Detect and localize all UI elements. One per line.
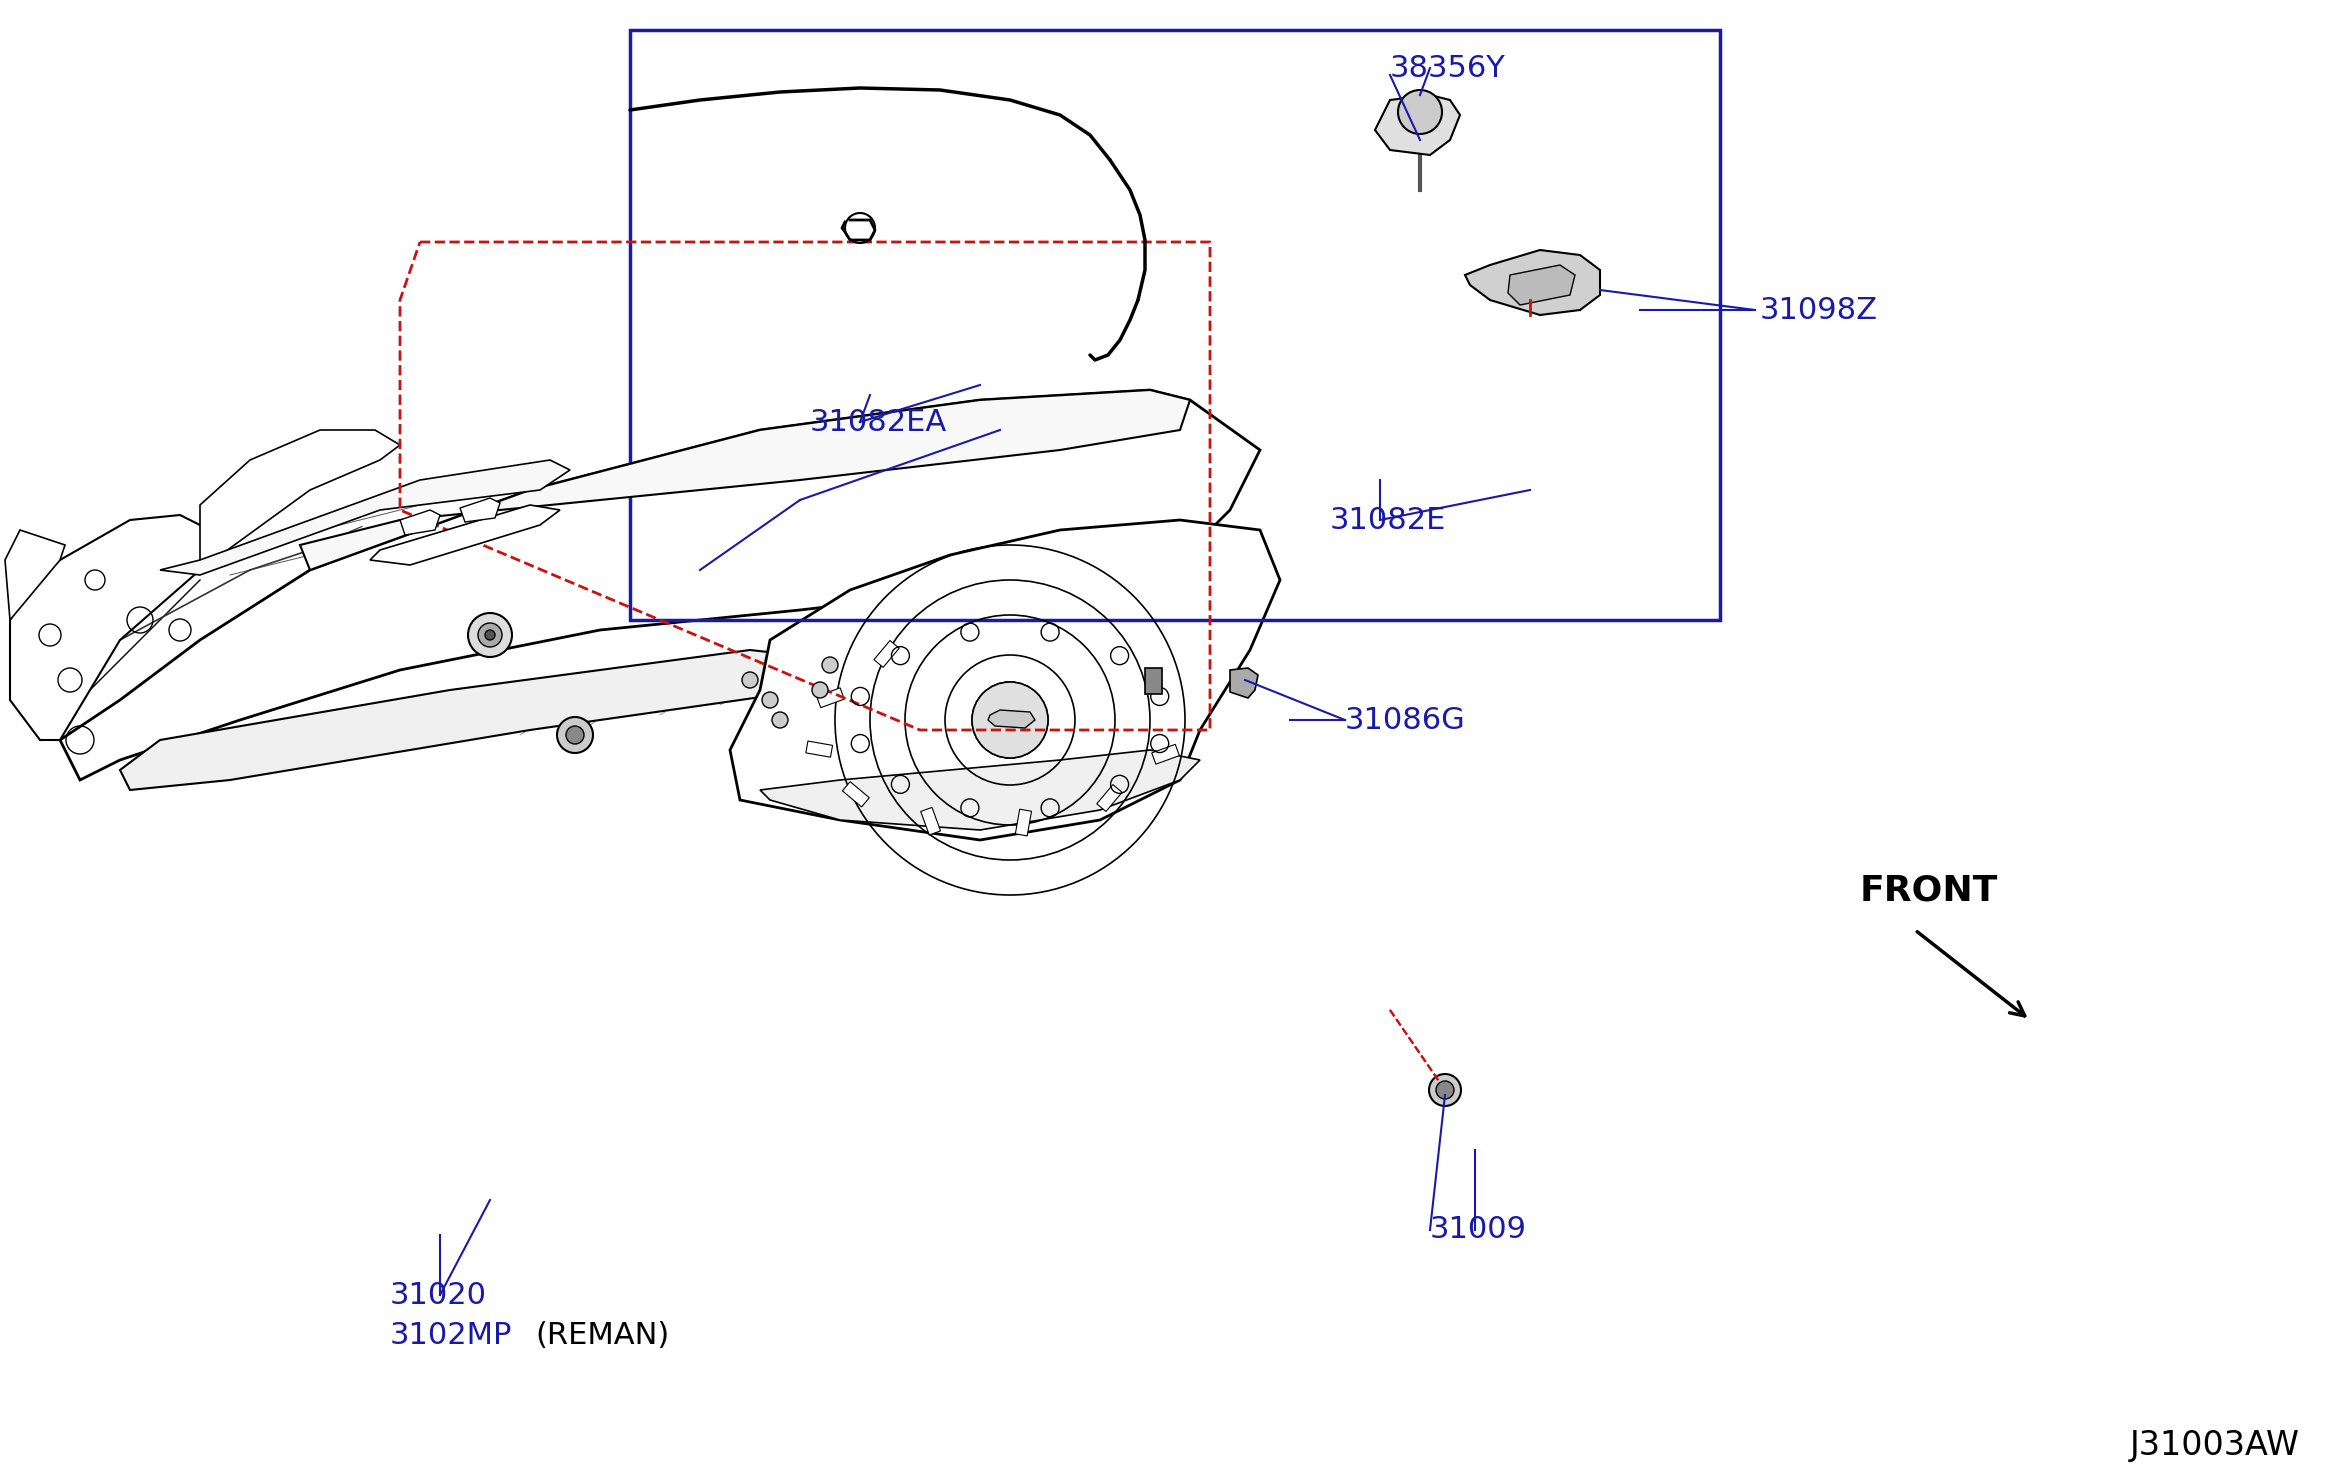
Text: FRONT: FRONT — [1860, 873, 1999, 907]
Circle shape — [812, 683, 828, 697]
Circle shape — [971, 683, 1049, 758]
Circle shape — [1436, 1080, 1455, 1100]
Circle shape — [762, 692, 779, 708]
Polygon shape — [199, 430, 401, 570]
Polygon shape — [988, 709, 1035, 729]
Circle shape — [556, 717, 594, 752]
Polygon shape — [160, 460, 570, 574]
Circle shape — [1429, 1074, 1462, 1106]
Text: 3102MP: 3102MP — [389, 1321, 511, 1349]
Bar — [1016, 809, 1032, 835]
Text: J31003AW: J31003AW — [2130, 1429, 2299, 1462]
Text: 31098Z: 31098Z — [1760, 295, 1879, 325]
Circle shape — [772, 712, 788, 729]
Polygon shape — [1229, 668, 1257, 697]
Text: (REMAN): (REMAN) — [535, 1321, 669, 1349]
Bar — [805, 741, 833, 757]
Text: 31082E: 31082E — [1330, 506, 1447, 534]
Circle shape — [467, 613, 511, 657]
Polygon shape — [5, 530, 66, 620]
Polygon shape — [730, 519, 1281, 840]
Circle shape — [741, 672, 758, 689]
Polygon shape — [300, 390, 1189, 570]
Bar — [875, 641, 899, 668]
Text: 31009: 31009 — [1431, 1215, 1527, 1245]
Bar — [920, 807, 941, 835]
Polygon shape — [401, 510, 441, 536]
Text: 31086G: 31086G — [1344, 705, 1466, 735]
Polygon shape — [760, 749, 1201, 830]
Text: 31082EA: 31082EA — [809, 408, 948, 436]
Bar — [816, 687, 845, 708]
Polygon shape — [1145, 668, 1161, 695]
Bar — [842, 782, 870, 807]
Bar — [1098, 785, 1121, 812]
Circle shape — [565, 726, 584, 743]
Polygon shape — [9, 515, 221, 741]
Circle shape — [486, 631, 495, 640]
Text: 31020: 31020 — [389, 1281, 488, 1309]
Circle shape — [479, 623, 502, 647]
Polygon shape — [460, 499, 500, 522]
Bar — [1152, 745, 1180, 764]
Polygon shape — [1464, 249, 1600, 315]
Bar — [631, 30, 1720, 620]
Polygon shape — [1375, 95, 1459, 154]
Text: 38356Y: 38356Y — [1389, 53, 1506, 83]
Polygon shape — [61, 390, 1260, 781]
Polygon shape — [1508, 266, 1574, 306]
Polygon shape — [371, 505, 561, 565]
Polygon shape — [120, 650, 840, 789]
Circle shape — [1398, 91, 1443, 134]
Circle shape — [821, 657, 838, 674]
